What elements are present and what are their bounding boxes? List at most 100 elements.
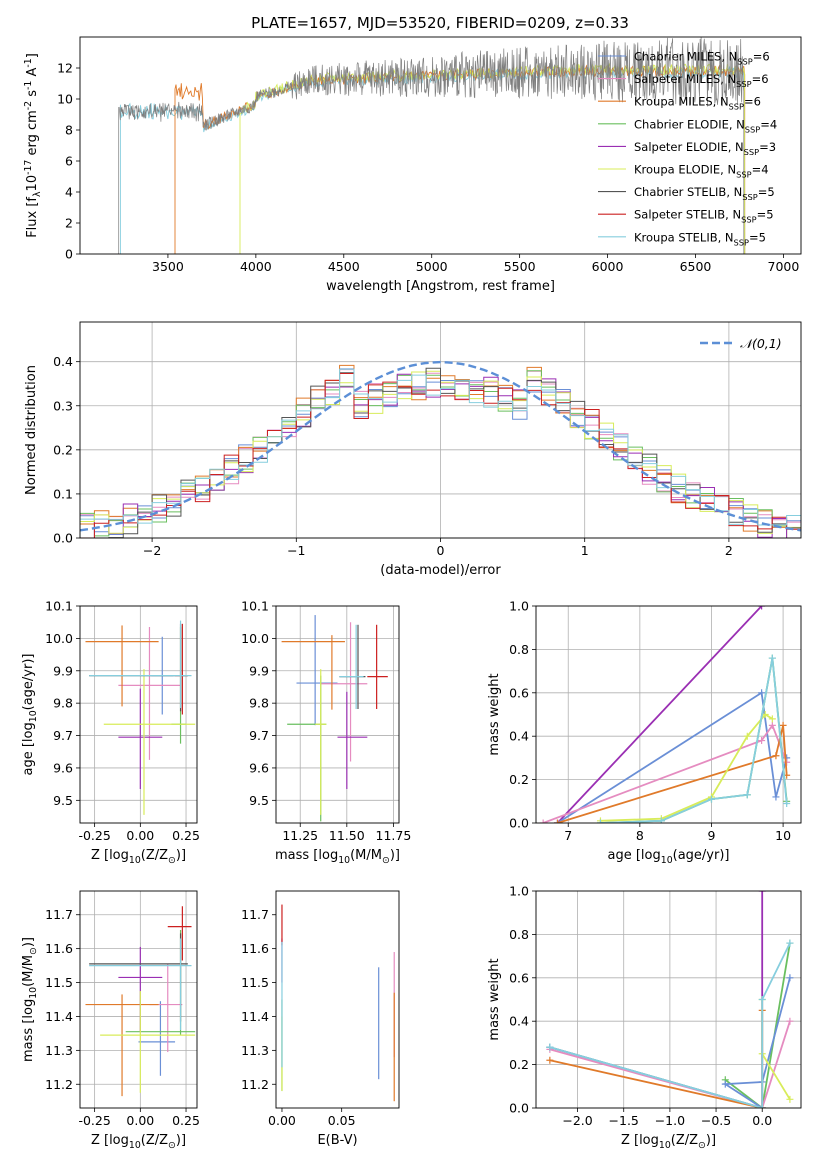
x-tick-label: 1 xyxy=(581,543,589,558)
weight-marker-kroupa_stelib xyxy=(657,817,665,823)
weight-line-salpeter_miles xyxy=(549,1020,791,1108)
plot-area xyxy=(80,360,801,538)
plot-area xyxy=(281,904,395,1102)
y-axis-label: mass weight xyxy=(487,958,502,1040)
x-tick-label: 5000 xyxy=(416,259,448,274)
legend-entry-salpeter_miles: Salpeter MILES, NSSP=6 xyxy=(634,72,769,89)
weight-marker-kroupa_elodie xyxy=(786,1095,794,1103)
x-tick-label: 4500 xyxy=(328,259,360,274)
x-tick-label: 0.00 xyxy=(126,1113,154,1128)
y-tick-label: 0.4 xyxy=(53,354,73,369)
x-axis-label: Z [log10(Z/Z⊙)] xyxy=(91,1133,186,1151)
histogram-chabrier_stelib xyxy=(80,367,801,538)
plot-area xyxy=(85,906,196,1097)
weight-marker-kroupa_stelib xyxy=(707,795,715,803)
legend-entry-salpeter_stelib: Salpeter STELIB, NSSP=5 xyxy=(634,208,774,225)
y-tick-label: 0 xyxy=(65,247,73,262)
y-tick-label: 9.5 xyxy=(53,793,73,808)
y-tick-label: 11.2 xyxy=(45,1077,73,1092)
x-axis-label: Z [log10(Z/Z⊙)] xyxy=(91,848,186,866)
x-tick-label: 4000 xyxy=(240,259,272,274)
weight-marker-kroupa_stelib xyxy=(546,1043,554,1051)
x-tick-label: −1 xyxy=(287,543,305,558)
y-tick-label: 0.0 xyxy=(509,1101,529,1116)
y-tick-label: 9.7 xyxy=(249,728,269,743)
axes-frame xyxy=(275,890,400,1109)
x-tick-label: -0.25 xyxy=(78,828,110,843)
x-tick-label: 0.0 xyxy=(752,1113,772,1128)
x-axis-label: E(B-V) xyxy=(317,1133,357,1148)
x-axis-label: age [log10(age/yr)] xyxy=(608,848,730,866)
legend-entry-kroupa_miles: Kroupa MILES, NSSP=6 xyxy=(634,95,761,112)
x-axis-label: (data-model)/error xyxy=(380,563,501,578)
y-tick-label: 0.8 xyxy=(509,642,529,657)
weight-marker-salpeter_elodie xyxy=(758,606,766,610)
x-tick-label: −1.0 xyxy=(655,1113,685,1128)
x-tick-label: 8 xyxy=(636,828,644,843)
y-tick-label: 11.5 xyxy=(45,975,73,990)
axes-mass_vs_z: -0.25 0.00 0.25 11.2 11.3 11.4 11.5 11.6 11.7 Z [… xyxy=(21,890,200,1151)
x-tick-label: 9 xyxy=(707,828,715,843)
plot-area xyxy=(85,620,196,815)
plot-area xyxy=(539,606,791,823)
weight-marker-kroupa_stelib xyxy=(786,939,794,947)
y-tick-label: 9.8 xyxy=(249,696,269,711)
y-tick-label: 11.6 xyxy=(241,941,269,956)
y-tick-label: 0.8 xyxy=(509,927,529,942)
legend-entry-chabrier_elodie: Chabrier ELODIE, NSSP=4 xyxy=(634,117,777,134)
y-tick-label: 9.7 xyxy=(53,728,73,743)
x-tick-label: 11.25 xyxy=(282,828,318,843)
y-tick-label: 0.1 xyxy=(53,486,73,501)
axes-frame xyxy=(79,605,198,824)
weight-marker-salpeter_elodie xyxy=(758,891,766,895)
y-tick-label: 8 xyxy=(65,123,73,138)
y-tick-label: 11.4 xyxy=(241,1009,269,1024)
chart-title: PLATE=1657, MJD=53520, FIBERID=0209, z=0… xyxy=(251,14,629,32)
axes-frame xyxy=(535,605,802,824)
plot-area xyxy=(118,37,746,254)
axes-age_vs_z: -0.25 0.00 0.25 9.5 9.6 9.7 9.8 9.9 10.0 10.1 Z [l… xyxy=(21,599,200,867)
weight-marker-chabrier_miles xyxy=(786,974,794,982)
x-tick-label: 0.25 xyxy=(172,828,200,843)
x-tick-label: −0.5 xyxy=(701,1113,731,1128)
axes-residuals: −2 −1 0 1 2 0.0 0.1 0.2 0.3 0.4 (data-model)/error… xyxy=(24,321,802,578)
x-tick-label: 2 xyxy=(725,543,733,558)
y-axis-label: Normed distribution xyxy=(24,365,39,495)
observed-spectrum xyxy=(118,37,745,254)
weight-marker-kroupa_stelib xyxy=(783,799,791,807)
weight-line-kroupa_miles xyxy=(557,725,788,823)
x-tick-label: 0.25 xyxy=(172,1113,200,1128)
y-tick-label: 11.4 xyxy=(45,1009,73,1024)
axes-weight_vs_age: 7 8 9 10 0.0 0.2 0.4 0.6 0.8 1.0 age [log10(age/yr… xyxy=(487,599,802,866)
axes-frame xyxy=(79,321,802,539)
y-tick-label: 4 xyxy=(65,185,73,200)
y-tick-label: 0.6 xyxy=(509,970,529,985)
x-tick-label: 10 xyxy=(775,828,791,843)
weight-line-chabrier_miles xyxy=(557,691,788,823)
x-tick-label: 7000 xyxy=(768,259,800,274)
weight-line-kroupa_elodie xyxy=(600,713,773,822)
y-tick-label: 0.3 xyxy=(53,398,73,413)
plot-area xyxy=(281,615,388,822)
x-tick-label: 0.05 xyxy=(328,1113,356,1128)
y-tick-label: 10.0 xyxy=(45,631,73,646)
y-tick-label: 11.2 xyxy=(241,1077,269,1092)
x-tick-label: 0.00 xyxy=(126,828,154,843)
x-tick-label: −2 xyxy=(143,543,161,558)
x-tick-label: −1.5 xyxy=(609,1113,639,1128)
x-tick-label: 3500 xyxy=(152,259,184,274)
legend-entry-kroupa_stelib: Kroupa STELIB, NSSP=5 xyxy=(634,230,766,247)
histogram-kroupa_stelib xyxy=(80,368,801,538)
x-tick-label: 7 xyxy=(564,828,572,843)
weight-marker-kroupa_miles xyxy=(779,721,787,729)
y-tick-label: 10.0 xyxy=(241,631,269,646)
weight-marker-salpeter_miles xyxy=(768,721,776,729)
weight-line-salpeter_elodie xyxy=(556,606,763,823)
x-tick-label: -0.25 xyxy=(78,1113,110,1128)
y-tick-label: 0.0 xyxy=(53,531,73,546)
y-tick-label: 0.4 xyxy=(509,729,529,744)
y-tick-label: 9.9 xyxy=(249,663,269,678)
y-tick-label: 9.5 xyxy=(249,793,269,808)
x-tick-label: 0 xyxy=(437,543,445,558)
plot-area xyxy=(546,891,794,1108)
